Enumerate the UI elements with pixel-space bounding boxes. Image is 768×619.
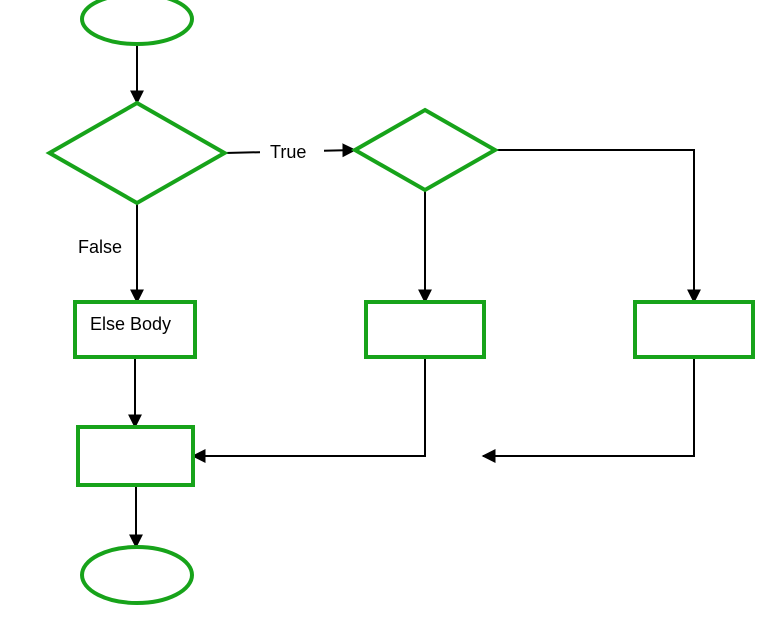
edges xyxy=(135,44,694,547)
node-body2 xyxy=(635,302,753,357)
label-false: False xyxy=(75,234,123,260)
node-merge xyxy=(78,427,193,485)
label-else-body: Else Body xyxy=(85,310,182,338)
label-else-body-text: Else Body xyxy=(90,314,171,334)
flowchart: True False Else Body xyxy=(0,0,768,619)
node-body1 xyxy=(366,302,484,357)
label-true-text: True xyxy=(270,142,306,162)
label-true: True xyxy=(260,138,324,166)
label-false-text: False xyxy=(78,237,122,257)
edge-body1-merge xyxy=(193,357,425,456)
nodes xyxy=(50,0,754,603)
edge-cond2-body2 xyxy=(495,150,694,302)
node-end xyxy=(82,547,192,603)
edge-body2-merge xyxy=(483,357,694,456)
node-cond2 xyxy=(355,110,495,190)
node-start xyxy=(82,0,192,44)
node-cond1 xyxy=(50,103,225,203)
